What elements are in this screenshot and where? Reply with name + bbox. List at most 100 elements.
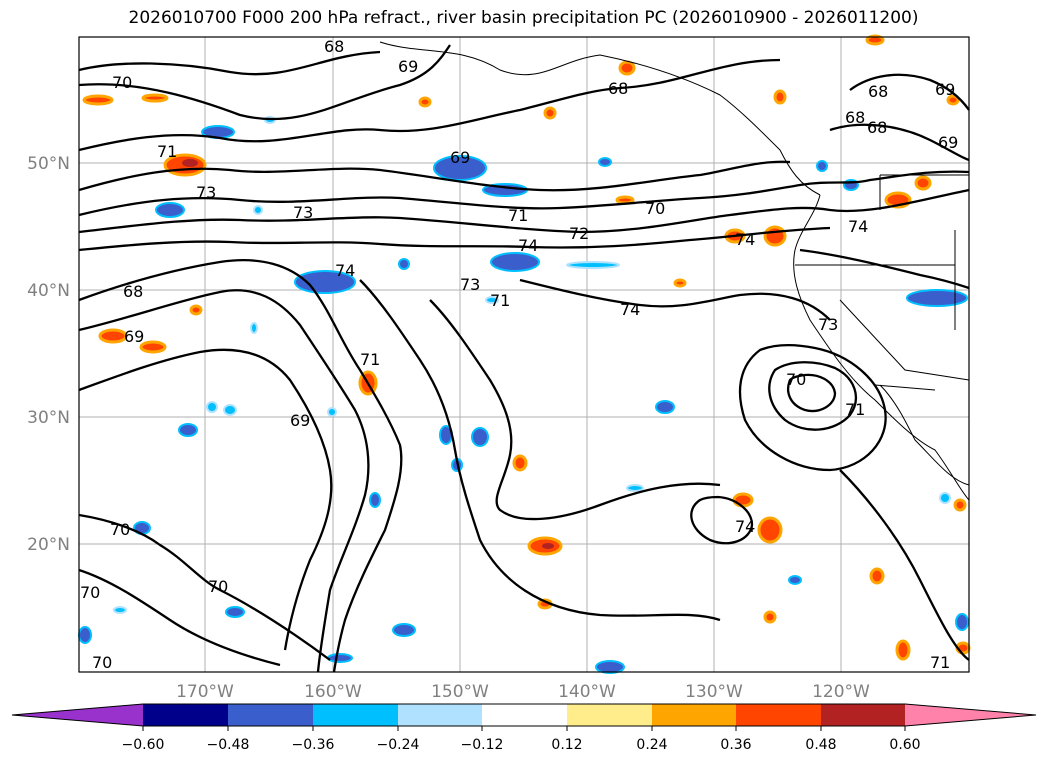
lat-label-40n: 40°N (27, 281, 70, 301)
contour-label: 69 (938, 133, 958, 152)
contour-closed (786, 373, 837, 413)
contour-label: 74 (335, 261, 355, 280)
neg-blob-light (485, 296, 499, 304)
contour (78, 513, 331, 661)
pos-blob (512, 454, 528, 472)
pos-blob (773, 89, 787, 105)
contour-label: 68 (845, 108, 865, 127)
contour-label: 70 (786, 370, 806, 389)
contour-label: 73 (460, 275, 480, 294)
neg-blob-light (253, 205, 263, 215)
lon-labels: 170°W 160°W 150°W 140°W 130°W 120°W (176, 682, 870, 702)
neg-blob (788, 575, 802, 585)
contour-closed (768, 361, 858, 431)
contour-label: 69 (124, 327, 144, 346)
pos-blob (673, 278, 687, 288)
north-america-coast (793, 194, 970, 501)
contour-label: 69 (398, 57, 418, 76)
contour (78, 58, 781, 152)
coastlines (379, 41, 970, 501)
neg-blob-light (566, 261, 620, 269)
colorbar-extend-high (905, 704, 1036, 726)
lon-label-160w: 160°W (304, 682, 362, 702)
colorbar-segment (228, 704, 313, 726)
contour-label: 74 (848, 217, 868, 236)
colorbar-tick-label: 0.36 (720, 737, 751, 753)
colorbar-tick-label: 0.12 (551, 737, 582, 753)
alaska-coast (379, 41, 821, 196)
contour-label: 71 (490, 291, 510, 310)
colorbar-tick-label: −0.60 (122, 737, 165, 753)
contour-label: 68 (123, 282, 143, 301)
contour (78, 226, 831, 252)
contour-labels: 70 71 73 68 69 70 68 71 73 74 72 71 70 7… (80, 37, 958, 672)
neg-blob-light (327, 407, 337, 417)
neg-blob-light (223, 404, 237, 416)
map-background (79, 37, 969, 672)
pos-blob (869, 567, 885, 585)
contour-label: 74 (620, 300, 640, 319)
colorbar-segment (567, 704, 652, 726)
contour-label: 69 (290, 411, 310, 430)
map-title: 2026010700 F000 200 hPa refract., river … (128, 8, 919, 28)
contour (78, 170, 970, 217)
contour-label: 74 (735, 230, 755, 249)
neg-blob (398, 258, 410, 270)
contour-label: 71 (845, 400, 865, 419)
colorbar-tick-label: −0.48 (207, 737, 250, 753)
pos-blob-core (542, 543, 554, 549)
contour-label: 74 (518, 236, 538, 255)
pos-blob (895, 639, 911, 661)
contour (429, 299, 721, 521)
neg-blob (294, 270, 356, 294)
lon-label-170w: 170°W (176, 682, 234, 702)
contour (78, 160, 791, 192)
contour (359, 279, 721, 622)
pos-blob (98, 328, 128, 344)
colorbar-segment (398, 704, 482, 726)
colorbar-tick-label: −0.24 (377, 737, 420, 753)
pos-blob (763, 610, 777, 624)
contour-label: 71 (360, 350, 380, 369)
pos-blob (732, 492, 754, 508)
colorbar-tick-label: −0.12 (461, 737, 504, 753)
pos-blob (914, 175, 932, 191)
colorbar-tick-label: 0.24 (636, 737, 667, 753)
contour (78, 44, 451, 121)
neg-blob-light (250, 322, 258, 334)
neg-blob (327, 653, 353, 663)
contour-label: 70 (645, 199, 665, 218)
lat-labels: 50°N 40°N 30°N 20°N (27, 154, 70, 555)
contour-label: 72 (569, 224, 589, 243)
pos-blob (418, 96, 432, 108)
pos-blob (543, 106, 557, 120)
lon-label-140w: 140°W (558, 682, 616, 702)
contour (849, 73, 970, 111)
neg-blob (178, 423, 198, 437)
neg-blob (471, 427, 489, 447)
colorbar-tick-label: −0.36 (292, 737, 335, 753)
contour-label: 73 (818, 315, 838, 334)
neg-blob (392, 623, 416, 637)
neg-blob (369, 492, 381, 508)
contour-label: 71 (930, 653, 950, 672)
colorbar-segment (143, 704, 228, 726)
colorbar: −0.60 −0.48 −0.36 −0.24 −0.12 0.12 0.24 … (11, 703, 1037, 753)
pos-blob-core (182, 159, 198, 167)
neg-blob (906, 289, 968, 307)
colorbar-tick-label: 0.60 (889, 737, 920, 753)
neg-blob (490, 252, 540, 272)
contour-label: 70 (80, 583, 100, 602)
neg-blob (78, 626, 92, 644)
neg-blob (433, 155, 487, 181)
contour (78, 568, 281, 667)
colorbar-tick-label: 0.48 (805, 737, 836, 753)
contour (78, 289, 370, 673)
neg-blob-light (939, 492, 951, 504)
lat-label-20n: 20°N (27, 535, 70, 555)
map-frame (78, 36, 970, 673)
neg-blob (955, 613, 969, 631)
pos-blob (139, 340, 167, 354)
pos-blob (946, 94, 960, 106)
